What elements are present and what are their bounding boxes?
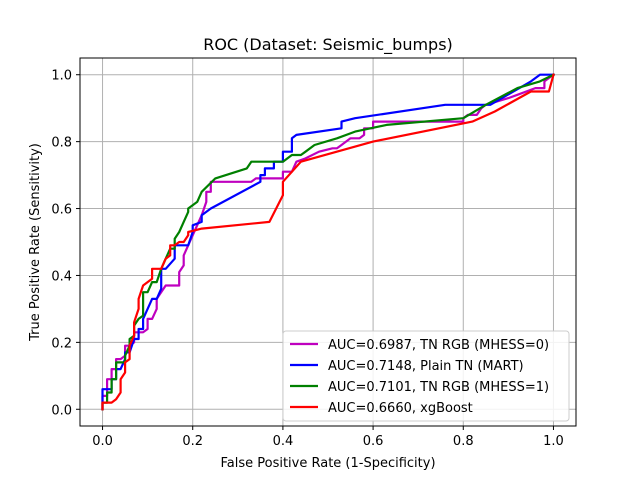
- plot-frame: [79, 57, 577, 427]
- y-tick-label: 0.0: [51, 403, 72, 418]
- y-tick-label: 1.0: [51, 69, 72, 84]
- series-line-3: [101, 73, 555, 411]
- chart-title: ROC (Dataset: Seismic_bumps): [203, 35, 453, 55]
- y-tick-label: 0.4: [51, 269, 72, 284]
- x-tick-label: 0.4: [273, 434, 294, 449]
- x-tick-label: 0.6: [363, 434, 384, 449]
- y-axis-label: True Positive Rate (Sensitivity): [28, 143, 43, 342]
- y-tick-label: 0.8: [51, 136, 72, 151]
- y-tick-label: 0.2: [51, 336, 72, 351]
- x-tick-label: 0.0: [92, 434, 113, 449]
- legend-label-4: AUC=0.6660, xgBoost: [328, 401, 473, 416]
- x-tick-label: 1.0: [543, 434, 564, 449]
- series-line-4: [101, 73, 555, 411]
- legend-box: [282, 330, 570, 422]
- legend: AUC=0.6987, TN RGB (MHESS=0) AUC=0.7148, …: [282, 330, 570, 422]
- x-tick-label: 0.8: [453, 434, 474, 449]
- y-tick-label: 0.6: [51, 203, 72, 218]
- axis-ticks: 0.0 0.2 0.4 0.6 0.8 1.0 0.0 0.2 0.4 0.6 0.8 1.0: [51, 69, 563, 449]
- x-axis-label: False Positive Rate (1-Specificity): [220, 456, 435, 471]
- series-lines: [101, 73, 556, 411]
- x-tick-label: 0.2: [182, 434, 203, 449]
- legend-label-2: AUC=0.7148, Plain TN (MART): [328, 359, 524, 374]
- legend-label-1: AUC=0.6987, TN RGB (MHESS=0): [328, 338, 549, 353]
- legend-label-3: AUC=0.7101, TN RGB (MHESS=1): [328, 380, 549, 395]
